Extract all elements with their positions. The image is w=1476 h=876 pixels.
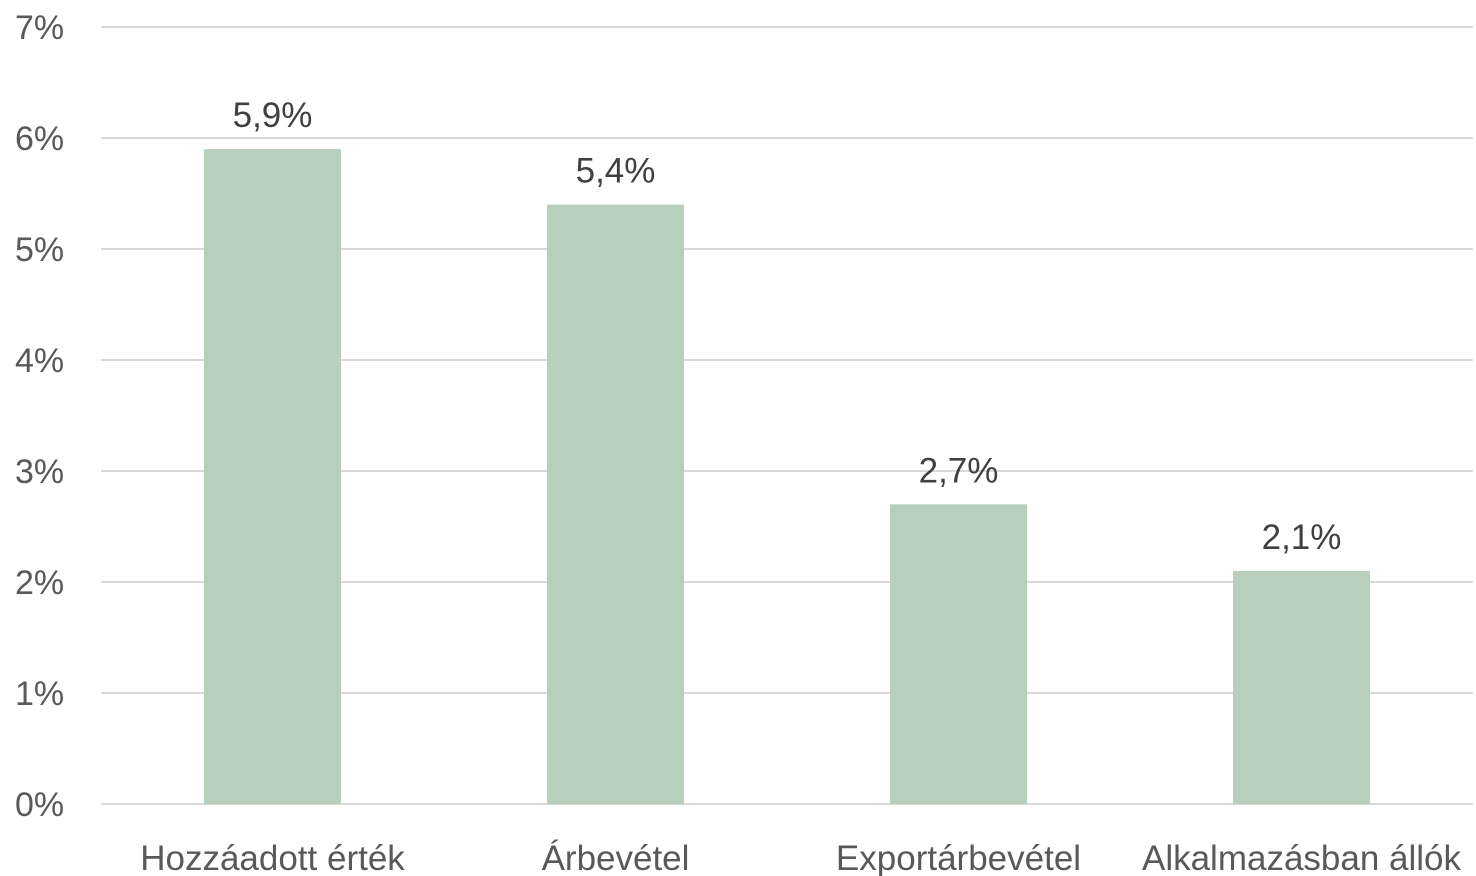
bar <box>547 204 684 805</box>
data-label: 2,7% <box>919 451 999 490</box>
x-tick-label: Exportárbevétel <box>836 839 1081 876</box>
y-tick-label: 3% <box>15 453 64 491</box>
x-axis: Hozzáadott érték Árbevétel Exportárbevétel… <box>140 839 1461 876</box>
bar <box>1233 570 1370 804</box>
y-tick-label: 4% <box>15 342 64 380</box>
bar <box>204 149 341 805</box>
y-tick-label: 0% <box>15 786 64 824</box>
data-label: 5,4% <box>576 152 656 191</box>
x-tick-label: Árbevétel <box>542 839 690 876</box>
y-axis: 0% 1% 2% 3% 4% 5% 6% 7% <box>15 9 64 824</box>
data-label: 2,1% <box>1262 518 1342 557</box>
x-tick-label: Hozzáadott érték <box>140 839 405 876</box>
y-tick-label: 5% <box>15 231 64 269</box>
y-tick-label: 2% <box>15 564 64 602</box>
x-tick-label: Alkalmazásban állók <box>1142 839 1462 876</box>
y-tick-label: 1% <box>15 675 64 713</box>
y-tick-label: 7% <box>15 9 64 47</box>
data-label: 5,9% <box>233 96 313 135</box>
bars <box>204 149 1370 805</box>
bar <box>890 504 1027 804</box>
data-labels: 5,9% 5,4% 2,7% 2,1% <box>233 96 1342 557</box>
y-tick-label: 6% <box>15 120 64 158</box>
